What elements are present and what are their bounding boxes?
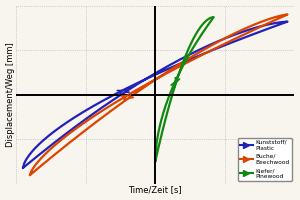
Legend: Kunststoff/
Plastic, Buche/
Beechwood, Kiefer/
Pinewood: Kunststoff/ Plastic, Buche/ Beechwood, K… bbox=[238, 138, 292, 181]
Y-axis label: Displacement/Weg [mm]: Displacement/Weg [mm] bbox=[6, 42, 15, 147]
X-axis label: Time/Zeit [s]: Time/Zeit [s] bbox=[128, 185, 182, 194]
